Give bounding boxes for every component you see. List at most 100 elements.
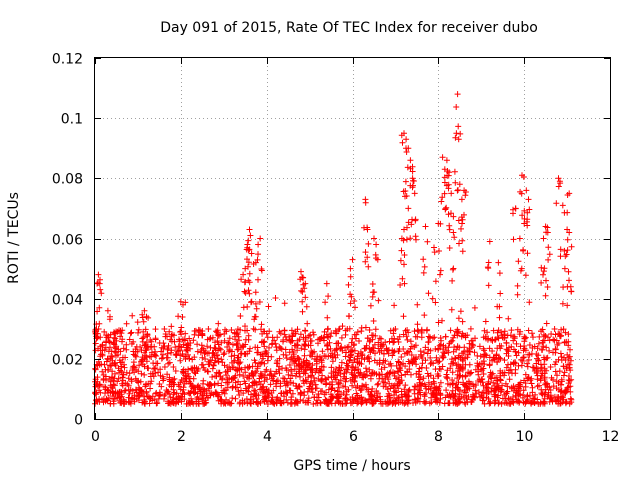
data-point: [537, 377, 544, 384]
data-point: [415, 374, 422, 381]
data-point: [425, 373, 432, 380]
data-point: [443, 182, 450, 189]
x-tick-label: 12: [602, 429, 620, 445]
data-point: [457, 354, 464, 361]
data-point: [525, 375, 532, 382]
data-point: [436, 342, 443, 349]
data-point: [250, 325, 257, 332]
data-point: [523, 187, 530, 194]
data-point: [157, 372, 164, 379]
data-point: [450, 213, 457, 220]
data-point: [505, 348, 512, 355]
data-point: [459, 318, 466, 325]
data-point: [107, 344, 113, 351]
data-point: [429, 335, 436, 342]
data-point: [362, 249, 369, 256]
data-point: [264, 353, 271, 360]
data-point: [180, 386, 187, 393]
data-point: [395, 348, 402, 355]
data-point: [101, 328, 108, 335]
data-point: [119, 354, 126, 361]
data-point: [473, 382, 479, 388]
data-point: [294, 400, 301, 407]
data-point: [129, 312, 136, 319]
data-point: [512, 205, 519, 212]
data-point: [452, 397, 459, 404]
data-point: [115, 365, 122, 372]
data-point: [447, 365, 454, 372]
data-point: [104, 307, 111, 314]
data-point: [250, 398, 257, 405]
data-point: [343, 388, 350, 395]
data-point: [172, 368, 179, 374]
data-point: [217, 396, 224, 403]
data-point: [391, 302, 398, 309]
data-point: [213, 389, 220, 396]
data-point: [501, 399, 508, 406]
data-point: [250, 393, 257, 400]
data-point: [518, 190, 525, 197]
data-point: [566, 277, 572, 284]
data-point: [209, 365, 216, 372]
data-point: [566, 377, 573, 384]
data-point: [92, 327, 99, 333]
data-point: [125, 394, 132, 401]
data-point: [335, 381, 342, 388]
data-point: [111, 348, 118, 355]
data-point: [396, 359, 402, 366]
data-point: [167, 394, 174, 401]
data-point: [287, 338, 294, 345]
data-point: [141, 393, 148, 400]
data-point: [128, 378, 135, 385]
data-point: [365, 240, 372, 247]
data-point: [153, 399, 160, 406]
data-point: [356, 338, 362, 344]
data-point: [141, 371, 148, 378]
data-point: [177, 379, 184, 386]
data-point: [434, 373, 441, 380]
data-point: [524, 250, 531, 257]
data-point: [281, 327, 288, 334]
data-point: [307, 332, 314, 338]
data-point: [108, 353, 115, 359]
data-point: [422, 357, 429, 364]
data-point: [450, 380, 457, 387]
data-point: [466, 380, 473, 387]
data-point: [240, 390, 247, 397]
data-point: [419, 355, 426, 361]
data-point: [524, 216, 531, 223]
data-point: [407, 345, 414, 352]
data-point: [565, 361, 572, 368]
data-point: [252, 313, 259, 320]
data-point: [398, 377, 405, 384]
data-point: [260, 388, 267, 395]
data-point: [255, 349, 262, 356]
data-point: [463, 383, 470, 390]
data-point: [269, 375, 275, 382]
data-point: [173, 390, 180, 397]
data-point: [414, 321, 421, 328]
data-point: [497, 376, 504, 383]
data-point: [325, 334, 332, 341]
data-point: [317, 354, 323, 361]
data-point: [245, 263, 251, 270]
data-point: [376, 335, 383, 342]
data-point: [517, 343, 524, 350]
data-point: [375, 297, 382, 304]
data-point: [308, 348, 315, 355]
data-point: [343, 360, 350, 367]
data-point: [314, 400, 321, 407]
x-tick-label: 6: [349, 429, 358, 445]
data-point: [507, 332, 514, 339]
data-point: [453, 328, 460, 335]
data-point: [454, 384, 461, 391]
data-point: [557, 246, 564, 253]
data-point: [176, 383, 183, 390]
data-point: [235, 388, 242, 395]
data-point: [185, 389, 192, 396]
data-point: [256, 360, 262, 367]
data-point: [373, 241, 380, 248]
data-point: [550, 383, 557, 390]
data-point: [437, 271, 443, 278]
data-point: [416, 389, 423, 396]
